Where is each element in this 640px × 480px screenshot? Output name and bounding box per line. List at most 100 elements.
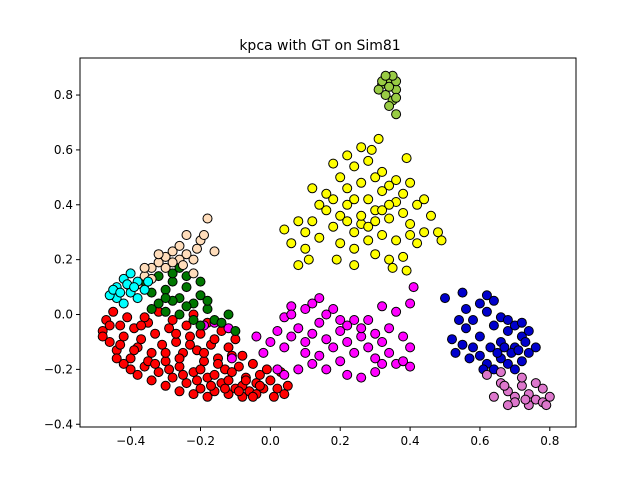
data-point <box>150 358 161 369</box>
data-point <box>454 315 464 325</box>
data-point <box>457 339 468 350</box>
data-point <box>530 342 541 353</box>
data-point <box>516 372 527 383</box>
data-point <box>286 309 297 320</box>
data-point <box>461 323 471 334</box>
data-point <box>206 380 216 391</box>
data-point <box>160 262 171 273</box>
data-point <box>111 353 122 364</box>
data-point <box>366 144 377 155</box>
data-point <box>153 249 164 260</box>
data-point <box>544 391 555 402</box>
data-point <box>335 210 346 221</box>
data-point <box>314 199 325 210</box>
data-point <box>349 161 360 172</box>
data-point <box>167 257 178 268</box>
data-point <box>520 394 531 405</box>
data-point <box>146 375 157 386</box>
data-point <box>209 246 220 257</box>
data-point <box>265 375 276 386</box>
y-tick-label: 0.4 <box>54 198 73 212</box>
y-tick-label: 0.6 <box>54 143 73 157</box>
data-point <box>377 166 388 177</box>
data-point <box>178 260 188 271</box>
data-point <box>380 70 391 81</box>
data-point <box>370 172 381 183</box>
data-point <box>391 92 402 103</box>
data-point <box>118 331 129 342</box>
data-point <box>384 180 395 191</box>
data-point <box>143 276 154 287</box>
data-point <box>282 380 293 391</box>
data-point <box>129 282 140 293</box>
x-tick-label: 0.0 <box>261 434 280 448</box>
data-point <box>321 188 332 199</box>
data-point <box>104 337 115 347</box>
data-point <box>265 337 276 347</box>
data-point <box>136 334 147 345</box>
data-point <box>178 369 188 380</box>
data-point <box>279 224 290 235</box>
data-point <box>303 254 314 265</box>
data-point <box>461 304 471 314</box>
data-point <box>342 150 353 161</box>
data-point <box>314 350 325 361</box>
data-point <box>485 342 496 353</box>
data-point <box>293 260 304 271</box>
data-point <box>136 320 147 331</box>
data-point <box>335 326 346 336</box>
data-point <box>129 345 140 356</box>
data-point <box>220 383 230 394</box>
data-point <box>164 364 175 375</box>
data-point <box>146 304 157 314</box>
data-point <box>160 380 171 391</box>
data-point <box>293 216 304 227</box>
data-point <box>412 238 423 249</box>
data-point <box>209 369 220 380</box>
data-point <box>171 337 182 347</box>
data-point <box>160 284 171 295</box>
data-point <box>447 334 457 345</box>
data-point <box>391 109 402 120</box>
data-point <box>321 309 332 320</box>
y-tick-label: −0.4 <box>44 417 73 431</box>
data-point <box>419 227 430 238</box>
data-point <box>495 367 506 378</box>
data-point <box>139 312 150 323</box>
data-point <box>314 317 325 328</box>
data-point <box>405 219 416 229</box>
data-point <box>202 213 213 224</box>
data-point <box>363 315 374 325</box>
data-point <box>405 298 416 309</box>
data-point <box>356 372 367 383</box>
data-point <box>314 232 325 243</box>
data-point <box>247 358 258 369</box>
data-point <box>321 334 332 345</box>
data-point <box>342 199 353 210</box>
data-point <box>516 356 527 367</box>
data-point <box>279 369 290 380</box>
data-point <box>293 364 304 375</box>
data-point <box>492 347 503 358</box>
data-point <box>125 353 136 364</box>
data-point <box>167 372 178 383</box>
data-point <box>370 353 381 364</box>
data-point <box>226 353 237 364</box>
data-point <box>523 326 534 336</box>
data-point <box>307 183 318 194</box>
data-point <box>488 295 499 306</box>
data-point <box>349 315 360 325</box>
data-point <box>321 205 332 216</box>
data-point <box>405 342 416 353</box>
data-point <box>331 254 342 265</box>
data-point <box>300 347 311 358</box>
data-point <box>199 230 209 240</box>
data-point <box>213 358 223 369</box>
data-point <box>349 347 360 358</box>
data-point <box>405 177 416 188</box>
data-point <box>370 249 381 260</box>
data-point <box>139 262 150 273</box>
data-point <box>328 304 339 314</box>
data-point <box>384 347 395 358</box>
data-point <box>160 347 171 358</box>
